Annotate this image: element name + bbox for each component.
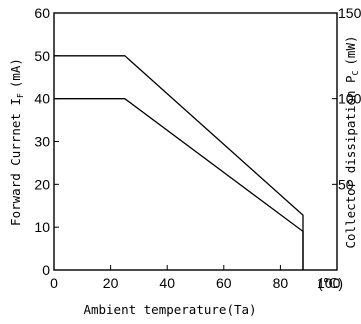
y-tick-label: 50 (34, 48, 50, 64)
y-axis-title: Forward Currnet IF (mA) (8, 58, 25, 226)
y2-tick-label: 100 (338, 91, 361, 107)
plot-frame (53, 12, 338, 271)
y-axis-title-main: Forward Currnet I (8, 98, 23, 226)
series-line-collector-dissipation (54, 55, 304, 270)
y-tick-label: 20 (34, 176, 50, 192)
y2-axis-title: Collector dissipation PC (mW) (343, 35, 360, 248)
x-tick-label: 100 (317, 275, 341, 291)
y2-axis-title-subscript: C (351, 70, 360, 75)
y-tick-label: 60 (34, 5, 50, 21)
y-tick-label: 40 (34, 91, 50, 107)
y2-axis-title-main: Collector dissipation P (343, 75, 358, 248)
y2-tick-label: 50 (338, 176, 354, 192)
x-axis-title: Ambient temperature(Ta) (83, 302, 256, 317)
y2-tick-label: 150 (338, 5, 361, 21)
x-tick-label: 20 (103, 275, 119, 291)
x-tick-label: 80 (273, 275, 289, 291)
y-axis-ticks: 0 10 20 30 40 50 60 (34, 5, 59, 278)
x-axis-ticks: 0 20 40 60 80 100 (50, 265, 341, 291)
x-tick-label: 60 (216, 275, 232, 291)
y-axis-title-unit: (mA) (8, 58, 23, 88)
y2-axis-ticks: 50 100 150 (332, 5, 361, 192)
y-axis-title-subscript: F (16, 93, 25, 98)
x-tick-label: 0 (50, 275, 58, 291)
y2-axis-title-unit: (mW) (343, 35, 358, 65)
y-tick-label: 30 (34, 134, 50, 150)
y-tick-label: 0 (42, 262, 50, 278)
series-line-forward-current (54, 98, 304, 270)
x-axis-unit: (℃) (318, 275, 343, 291)
y-tick-label: 10 (34, 219, 50, 235)
x-tick-label: 40 (159, 275, 175, 291)
